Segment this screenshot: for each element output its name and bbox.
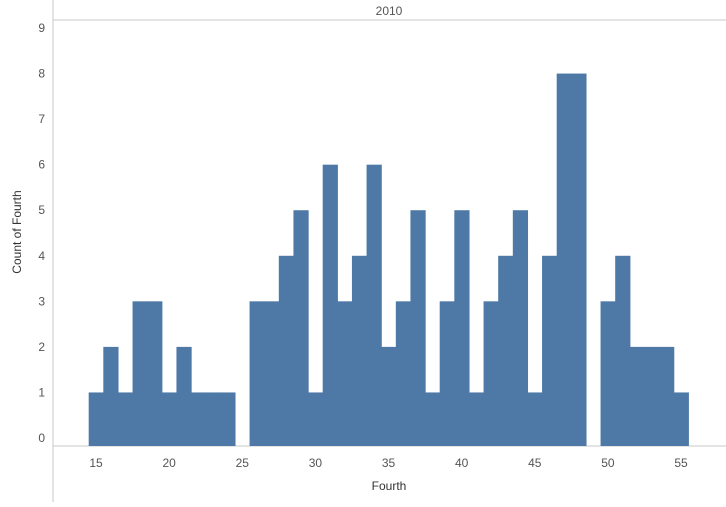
histogram-bar[interactable] (366, 164, 382, 447)
histogram-bar[interactable] (322, 164, 338, 447)
x-axis-title: Fourth (372, 479, 407, 493)
x-tick-label: 40 (455, 456, 469, 470)
x-tick-label: 45 (528, 456, 542, 470)
histogram-bar[interactable] (483, 301, 499, 446)
histogram-bar[interactable] (673, 392, 689, 446)
histogram-bar[interactable] (425, 392, 441, 446)
x-ticks-group: 15 20 25 30 35 40 45 50 55 (89, 456, 688, 470)
histogram-bar[interactable] (220, 392, 236, 446)
histogram-bar[interactable] (395, 301, 412, 446)
panel-header: 2010 (376, 4, 403, 18)
histogram-bar[interactable] (351, 255, 368, 446)
histogram-bar[interactable] (659, 346, 675, 446)
histogram-bar[interactable] (205, 392, 221, 446)
x-tick-label: 30 (309, 456, 323, 470)
y-tick-label: 8 (38, 67, 45, 81)
y-axis-title: Count of Fourth (10, 190, 24, 273)
y-tick-label: 4 (38, 249, 45, 263)
bars-group (88, 73, 689, 447)
histogram-bar[interactable] (542, 255, 558, 446)
histogram-bar[interactable] (337, 301, 353, 446)
x-tick-label: 15 (89, 456, 103, 470)
y-tick-label: 6 (38, 158, 45, 172)
histogram-bar[interactable] (556, 73, 572, 446)
histogram-bar[interactable] (644, 346, 660, 446)
y-tick-label: 0 (38, 431, 45, 445)
histogram-bar[interactable] (468, 392, 485, 446)
x-tick-label: 50 (601, 456, 615, 470)
y-tick-label: 7 (38, 112, 45, 126)
histogram-bar[interactable] (191, 392, 207, 446)
histogram-bar[interactable] (161, 392, 178, 446)
histogram-bar[interactable] (176, 346, 192, 446)
histogram-bar[interactable] (308, 392, 324, 446)
x-tick-label: 55 (674, 456, 688, 470)
histogram-bar[interactable] (527, 392, 543, 446)
histogram-bar[interactable] (600, 301, 616, 446)
histogram-bar[interactable] (629, 346, 646, 446)
histogram-bar[interactable] (293, 210, 309, 446)
y-tick-label: 5 (38, 203, 45, 217)
x-tick-label: 35 (382, 456, 396, 470)
histogram-bar[interactable] (249, 301, 265, 446)
y-tick-label: 2 (38, 340, 45, 354)
histogram-bar[interactable] (454, 210, 470, 446)
histogram-bar[interactable] (117, 392, 134, 446)
histogram-bar[interactable] (498, 255, 514, 446)
histogram-bar[interactable] (381, 346, 397, 446)
histogram-bar[interactable] (132, 301, 148, 446)
histogram-bar[interactable] (571, 73, 587, 446)
y-tick-label: 3 (38, 294, 45, 308)
histogram-bar[interactable] (410, 210, 426, 446)
histogram-bar[interactable] (88, 392, 104, 446)
histogram-bar[interactable] (103, 346, 119, 446)
histogram-bar[interactable] (264, 301, 280, 446)
y-tick-label: 1 (38, 385, 45, 399)
histogram-bar[interactable] (615, 255, 631, 446)
y-ticks-group: 0 1 2 3 4 5 6 7 8 9 (38, 21, 45, 445)
x-tick-label: 20 (162, 456, 176, 470)
histogram-bar[interactable] (147, 301, 163, 446)
histogram-bar[interactable] (278, 255, 295, 446)
x-tick-label: 25 (236, 456, 250, 470)
histogram-bar[interactable] (512, 210, 529, 446)
y-tick-label: 9 (38, 21, 45, 35)
histogram-bar[interactable] (439, 301, 455, 446)
